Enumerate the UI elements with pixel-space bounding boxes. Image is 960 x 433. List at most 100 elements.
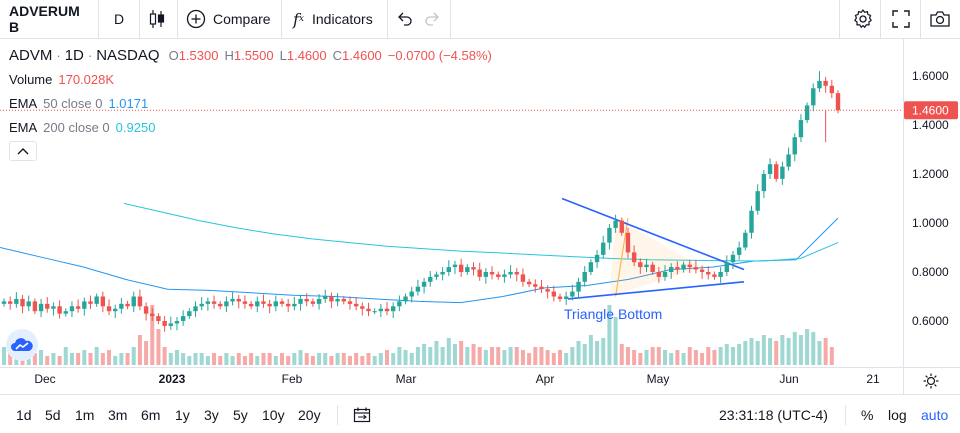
snapshot-button[interactable] bbox=[929, 0, 951, 38]
price-chart[interactable]: 1.6000 1.4000 1.2000 1.0000 0.8000 0.6000 Dec 2… bbox=[0, 39, 960, 394]
candles bbox=[1, 71, 841, 332]
volume-bar bbox=[607, 305, 612, 365]
candle-body bbox=[786, 154, 791, 167]
volume-bar bbox=[601, 338, 606, 365]
goto-date-button[interactable] bbox=[353, 395, 371, 433]
volume-bar bbox=[205, 356, 210, 365]
candle-body bbox=[397, 301, 402, 307]
fullscreen-button[interactable] bbox=[892, 0, 910, 38]
range-1m-button[interactable]: 1m bbox=[75, 395, 94, 433]
candle-body bbox=[804, 105, 810, 121]
volume-bar bbox=[811, 332, 816, 365]
ema200-legend[interactable]: EMA 200 close 0 0.9250 bbox=[9, 120, 155, 135]
triangle-pattern bbox=[561, 197, 745, 300]
series-legend: ADVM · 1D · NASDAQ O 1.5300 H 1.5500 L 1… bbox=[9, 47, 492, 64]
candle-body bbox=[106, 306, 112, 312]
volume-bar bbox=[113, 356, 118, 365]
range-5y-button[interactable]: 5y bbox=[233, 395, 248, 433]
volume-bar bbox=[144, 341, 149, 365]
volume-bar bbox=[761, 335, 766, 365]
volume-bar bbox=[162, 347, 167, 365]
candle-body bbox=[372, 311, 377, 313]
range-10y-button[interactable]: 10y bbox=[262, 395, 285, 433]
log-scale-button[interactable]: log bbox=[888, 395, 907, 433]
candles-icon bbox=[148, 9, 166, 29]
candle-body bbox=[310, 301, 316, 304]
volume-bar bbox=[459, 341, 464, 365]
tradingview-logo[interactable] bbox=[6, 329, 38, 361]
ema50-value: 1.0171 bbox=[108, 96, 149, 111]
undo-button[interactable] bbox=[396, 0, 414, 38]
compare-button[interactable]: Compare bbox=[186, 0, 271, 38]
range-5d-button[interactable]: 5d bbox=[45, 395, 61, 433]
axis-settings-button[interactable] bbox=[920, 370, 942, 392]
volume-bar bbox=[693, 350, 698, 365]
range-1y-button[interactable]: 1y bbox=[175, 395, 190, 433]
volume-bar bbox=[63, 347, 68, 365]
settings-button[interactable] bbox=[852, 0, 874, 38]
candle-body bbox=[675, 267, 680, 270]
ema200-line bbox=[123, 202, 839, 262]
volume-bar bbox=[422, 344, 427, 365]
volume-bar bbox=[403, 350, 408, 365]
volume-bar bbox=[477, 347, 482, 365]
range-label: 3m bbox=[108, 406, 128, 423]
symbol-search-button[interactable]: ADVERUM B bbox=[9, 0, 93, 38]
range-20y-button[interactable]: 20y bbox=[298, 395, 321, 433]
volume-bar bbox=[798, 335, 803, 365]
divider bbox=[281, 0, 282, 38]
candle-body bbox=[520, 274, 526, 282]
range-3m-button[interactable]: 3m bbox=[108, 395, 127, 433]
candle-body bbox=[699, 269, 705, 272]
candle-body bbox=[131, 296, 136, 307]
volume-bar bbox=[687, 347, 692, 365]
chart-area[interactable]: 1.6000 1.4000 1.2000 1.0000 0.8000 0.6000 Dec 2… bbox=[0, 39, 960, 394]
volume-bar bbox=[292, 353, 297, 365]
range-label: 20y bbox=[298, 406, 321, 423]
candle-body bbox=[835, 93, 841, 111]
candle-body bbox=[638, 262, 643, 268]
clock-display[interactable]: 23:31:18 (UTC-4) bbox=[719, 395, 828, 433]
volume-bar bbox=[2, 347, 6, 365]
candle-body bbox=[341, 298, 346, 302]
candle-body bbox=[360, 306, 365, 309]
volume-bar bbox=[273, 356, 278, 365]
chart-type-button[interactable] bbox=[148, 0, 166, 38]
volume-bar bbox=[45, 356, 50, 365]
volume-legend[interactable]: Volume 170.028K bbox=[9, 72, 114, 87]
candle-body bbox=[706, 272, 711, 275]
range-3y-button[interactable]: 3y bbox=[204, 395, 219, 433]
candle-body bbox=[570, 291, 575, 297]
candle-body bbox=[82, 301, 87, 309]
candle-body bbox=[681, 264, 686, 270]
volume-bar bbox=[286, 356, 291, 365]
divider bbox=[387, 0, 388, 38]
candle-body bbox=[465, 267, 470, 272]
percent-scale-button[interactable]: % bbox=[861, 395, 873, 433]
candle-body bbox=[236, 298, 241, 302]
candle-body bbox=[576, 281, 581, 292]
candle-body bbox=[650, 264, 655, 272]
ema50-legend[interactable]: EMA 50 close 0 1.0171 bbox=[9, 96, 148, 111]
range-6m-button[interactable]: 6m bbox=[141, 395, 160, 433]
divider bbox=[920, 0, 921, 38]
range-1d-button[interactable]: 1d bbox=[16, 395, 32, 433]
volume-bar bbox=[323, 353, 328, 365]
candle-body bbox=[767, 164, 773, 174]
compare-label: Compare bbox=[213, 11, 271, 27]
volume-bar bbox=[32, 353, 37, 365]
volume-bar bbox=[218, 356, 223, 365]
volume-bar bbox=[650, 347, 655, 365]
legend-change: −0.0700 (−4.58%) bbox=[387, 48, 492, 63]
time-axis-label: Apr bbox=[536, 372, 555, 386]
collapse-legend-button[interactable] bbox=[9, 141, 37, 161]
candle-body bbox=[273, 301, 279, 307]
auto-scale-button[interactable]: auto bbox=[921, 395, 948, 433]
interval-button[interactable]: D bbox=[114, 0, 124, 38]
divider bbox=[98, 0, 99, 38]
range-label: 5d bbox=[45, 406, 61, 423]
redo-button[interactable] bbox=[423, 0, 441, 38]
pattern-label[interactable]: Triangle Bottom bbox=[564, 306, 663, 322]
candle-body bbox=[261, 301, 266, 304]
